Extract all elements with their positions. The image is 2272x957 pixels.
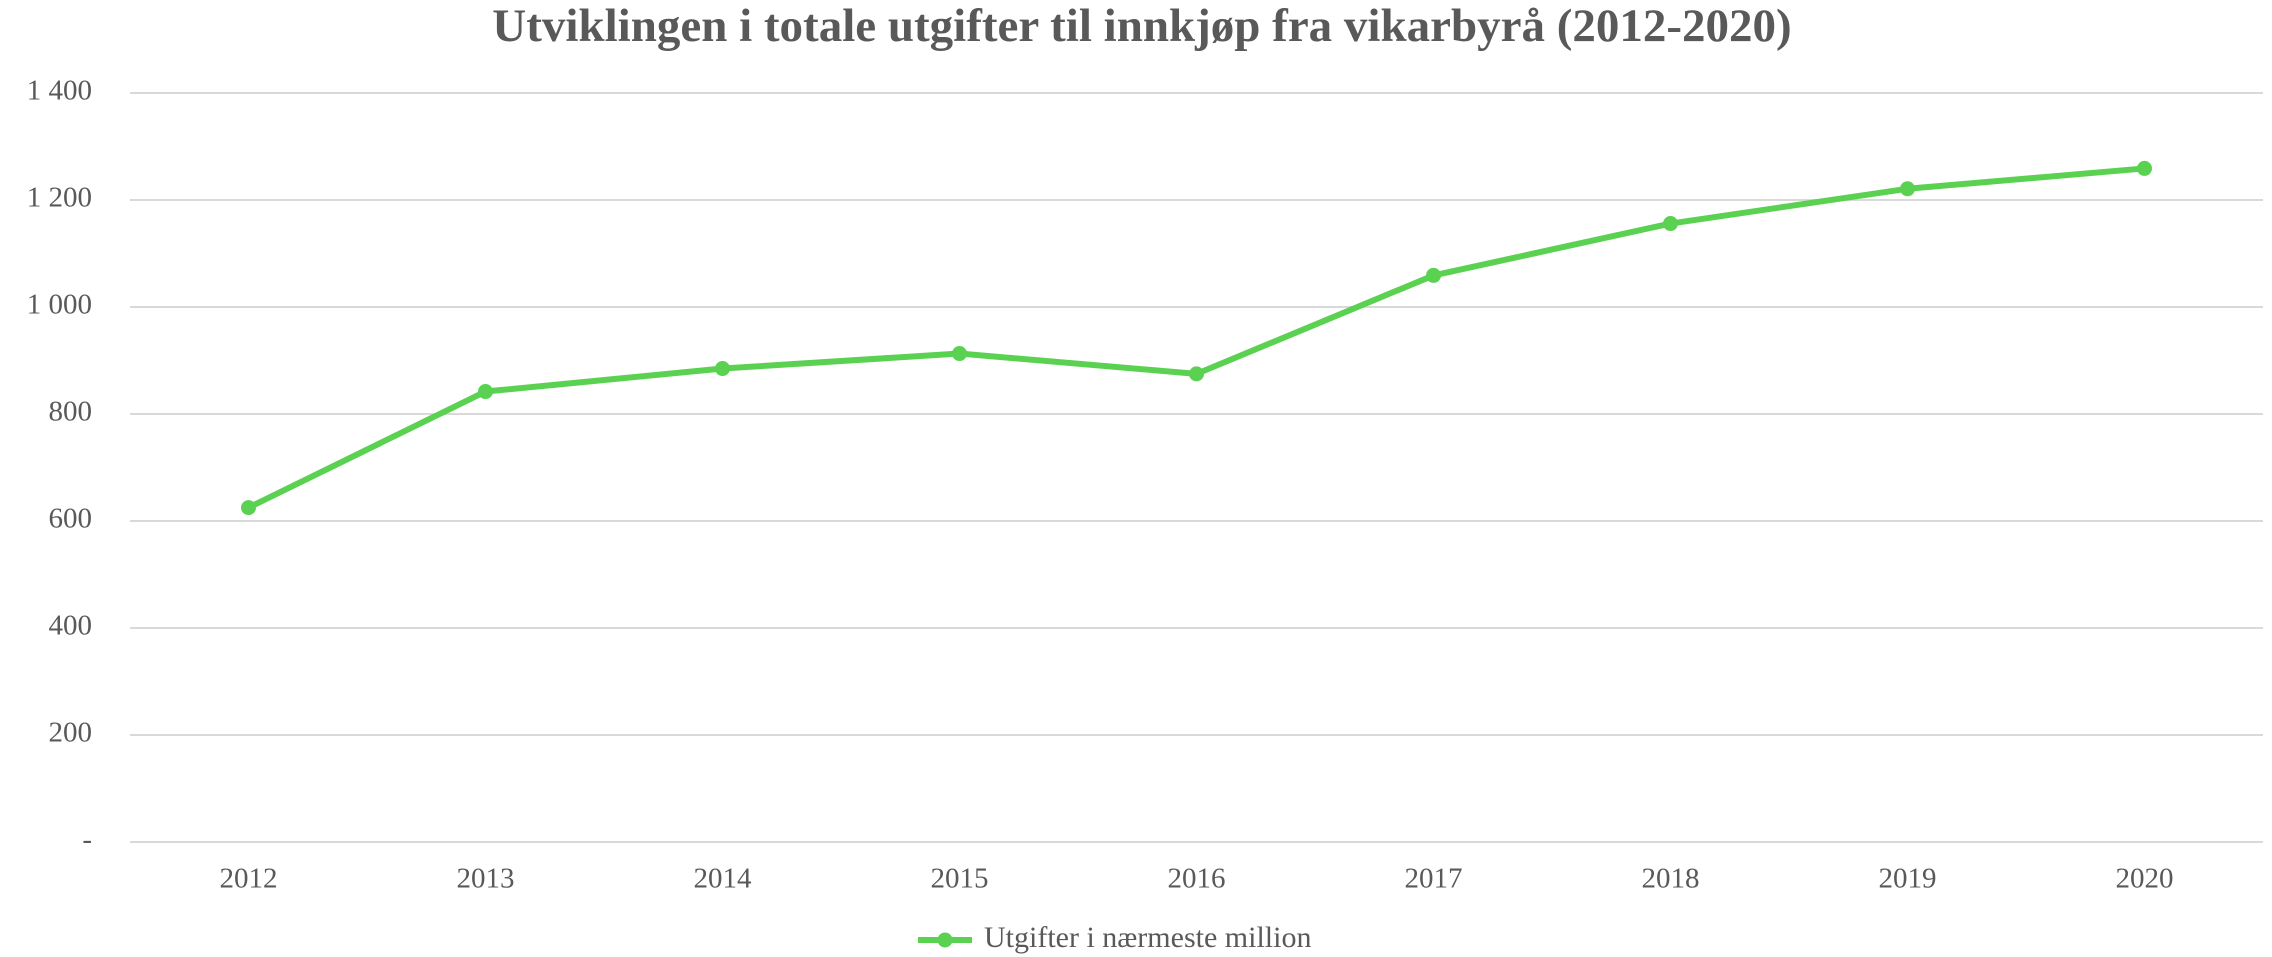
y-tick-label: 200: [49, 717, 93, 749]
data-point: [478, 384, 493, 400]
y-tick-label: 600: [49, 503, 93, 535]
x-tick-label: 2013: [457, 863, 515, 895]
y-tick-label: 400: [49, 610, 93, 642]
legend-marker: [937, 932, 953, 948]
chart-title: Utviklingen i totale utgifter til innkjø…: [492, 0, 1791, 52]
data-point: [1189, 366, 1204, 382]
x-tick-label: 2015: [931, 863, 989, 895]
data-point: [952, 346, 967, 362]
x-tick-label: 2019: [1879, 863, 1937, 895]
y-tick-label: 1 200: [27, 182, 92, 214]
y-tick-label: 800: [49, 396, 93, 428]
y-tick-label: 1 400: [27, 75, 92, 107]
legend-label: Utgifter i nærmeste million: [984, 921, 1311, 954]
data-point: [2137, 160, 2152, 176]
data-point: [241, 500, 256, 516]
line-series: [247, 165, 2145, 511]
x-tick-label: 2020: [2116, 863, 2174, 895]
data-point: [1663, 216, 1678, 232]
data-point: [1900, 181, 1915, 197]
x-tick-label: 2014: [694, 863, 753, 895]
x-tick-label: 2017: [1405, 863, 1463, 895]
data-point: [1426, 267, 1441, 283]
x-tick-label: 2012: [220, 863, 278, 895]
data-point: [715, 361, 730, 377]
y-tick-label: -: [82, 824, 92, 856]
y-tick-label: 1 000: [27, 289, 92, 321]
x-tick-label: 2016: [1168, 863, 1226, 895]
x-tick-label: 2018: [1642, 863, 1700, 895]
